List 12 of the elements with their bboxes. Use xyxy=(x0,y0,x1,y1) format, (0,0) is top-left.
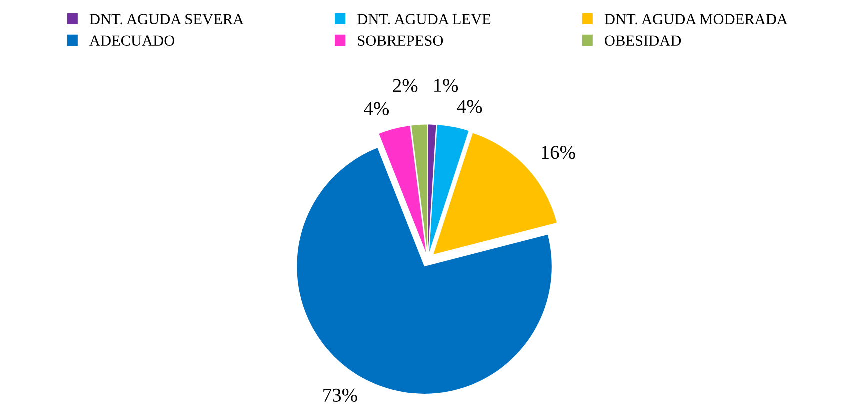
legend-label: DNT. AGUDA SEVERA xyxy=(90,14,244,25)
legend-label: OBESIDAD xyxy=(605,36,682,46)
data-label: 4% xyxy=(364,102,390,116)
data-label: 4% xyxy=(457,100,482,114)
legend-label: DNT. AGUDA MODERADA xyxy=(604,14,788,25)
data-label: 2% xyxy=(393,79,418,92)
data-label: 16% xyxy=(542,146,576,160)
data-label: 1% xyxy=(434,78,458,92)
legend-label: SOBREPESO xyxy=(358,36,444,46)
legend-label: ADECUADO xyxy=(90,36,175,46)
legend-label: DNT. AGUDA LEVE xyxy=(358,14,491,25)
data-label: 73% xyxy=(324,388,358,402)
